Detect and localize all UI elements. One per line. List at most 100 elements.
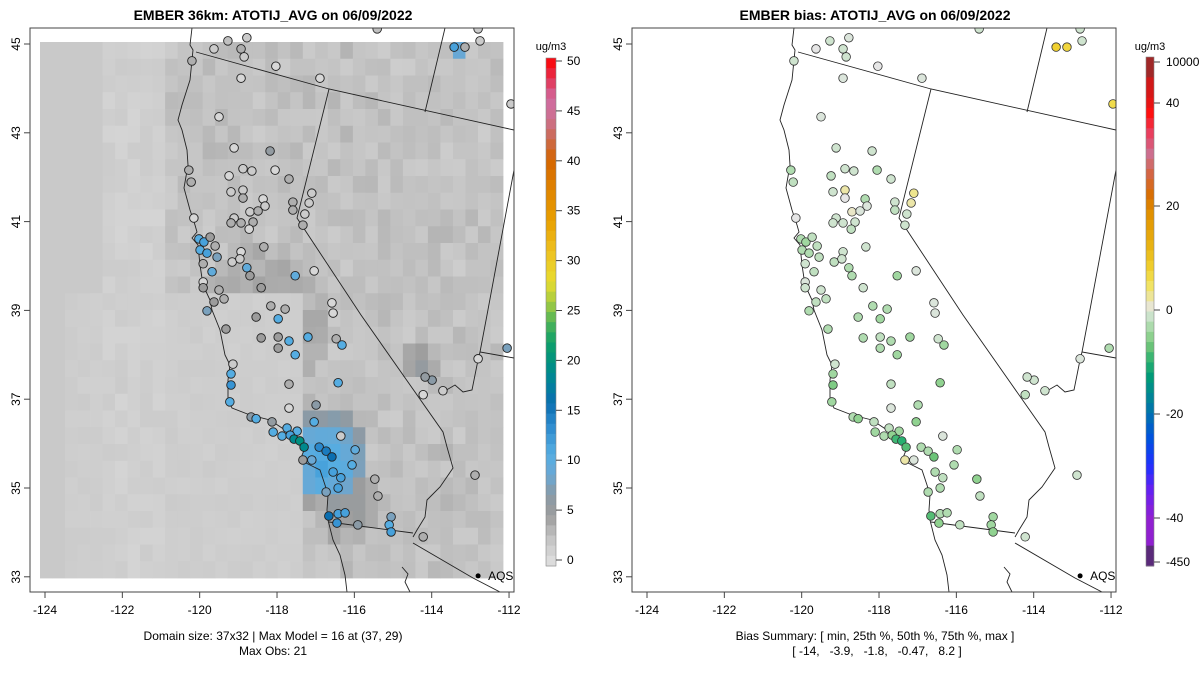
grid-cell: [465, 561, 479, 579]
colorbar-swatch: [546, 484, 556, 496]
grid-cell: [402, 410, 416, 428]
grid-cell: [165, 125, 179, 143]
colorbar-swatch: [546, 362, 556, 374]
grid-cell: [352, 494, 366, 512]
grid-cell: [52, 343, 66, 361]
grid-cell: [265, 360, 279, 378]
grid-cell: [390, 377, 404, 395]
station-marker: [284, 403, 294, 413]
colorbar-swatch: [1146, 219, 1154, 231]
grid-cell: [65, 511, 78, 529]
grid-cell: [115, 460, 128, 478]
grid-cell: [290, 360, 304, 378]
station-marker: [911, 266, 921, 276]
grid-cell: [40, 477, 53, 495]
grid-cell: [427, 42, 441, 60]
grid-cell: [340, 561, 354, 579]
grid-cell: [102, 460, 116, 478]
grid-cell: [165, 293, 179, 311]
grid-cell: [202, 377, 216, 395]
grid-cell: [215, 527, 229, 545]
colorbar-swatch: [1146, 413, 1154, 424]
grid-cell: [402, 460, 416, 478]
x-tick-label: -116: [945, 603, 968, 617]
grid-cell: [165, 209, 179, 227]
colorbar-swatch: [1146, 158, 1154, 170]
grid-cell: [427, 310, 441, 328]
grid-cell: [315, 209, 329, 227]
colorbar-swatch: [546, 210, 556, 222]
grid-cell: [52, 125, 66, 143]
grid-cell: [202, 142, 216, 160]
station-marker: [905, 332, 915, 342]
grid-cell: [315, 276, 329, 294]
grid-cell: [190, 75, 204, 93]
grid-cell: [365, 42, 379, 60]
colorbar-swatch: [1146, 474, 1154, 486]
grid-cell: [140, 209, 154, 227]
station-marker: [333, 483, 343, 493]
grid-cell: [40, 393, 53, 411]
grid-cell: [127, 92, 141, 110]
aqs-label: AQS: [488, 569, 513, 583]
grid-cell: [402, 259, 416, 277]
grid-cell: [202, 176, 216, 194]
grid-cell: [365, 527, 379, 545]
colorbar-label: -450: [1166, 555, 1190, 569]
axes: -124 -122 -120 -118 -116 -114 -112 45 43 41 39 37 35…: [9, 37, 1123, 617]
grid-cell: [215, 511, 229, 529]
grid-cell: [490, 527, 504, 545]
station-marker: [850, 217, 860, 227]
grid-cell: [452, 544, 466, 562]
grid-cell: [202, 444, 216, 462]
colorbar-swatch: [546, 291, 556, 303]
station-marker: [846, 224, 856, 234]
grid-cell: [115, 494, 128, 512]
station-marker: [939, 340, 949, 350]
grid-cell: [290, 527, 304, 545]
grid-cell: [127, 243, 141, 261]
grid-cell: [327, 176, 341, 194]
grid-cell: [252, 226, 266, 244]
grid-cell: [265, 377, 279, 395]
station-marker: [988, 527, 998, 537]
grid-cell: [390, 343, 404, 361]
grid-cell: [202, 192, 216, 210]
colorbar-swatch: [1146, 535, 1154, 547]
colorbar-swatch: [546, 383, 556, 394]
grid-cell: [102, 75, 116, 93]
grid-cell: [415, 75, 429, 93]
station-marker: [841, 52, 851, 62]
grid-cell: [440, 176, 454, 194]
grid-cell: [77, 142, 91, 160]
grid-cell: [52, 92, 66, 110]
grid-cell: [102, 444, 116, 462]
grid-cell: [102, 360, 116, 378]
colorbar-swatch: [1146, 77, 1154, 89]
grid-cell: [440, 125, 454, 143]
grid-cell: [352, 75, 366, 93]
grid-cell: [315, 460, 329, 478]
grid-cell: [302, 360, 316, 378]
grid-cell: [177, 477, 191, 495]
grid-cell: [277, 75, 291, 93]
station-marker: [245, 271, 255, 281]
grid-cell: [102, 226, 116, 244]
grid-cell: [265, 109, 279, 127]
grid-cell: [52, 494, 66, 512]
grid-cell: [365, 310, 379, 328]
grid-cell: [402, 377, 416, 395]
grid-cell: [365, 209, 379, 227]
station-marker: [460, 42, 470, 52]
grid-cell: [65, 293, 78, 311]
grid-cell: [252, 377, 266, 395]
grid-cell: [490, 477, 504, 495]
grid-cell: [390, 410, 404, 428]
grid-cell: [415, 410, 429, 428]
station-marker: [800, 259, 810, 269]
grid-cell: [315, 343, 329, 361]
grid-cell: [215, 460, 229, 478]
grid-cell: [465, 226, 479, 244]
grid-cell: [277, 360, 291, 378]
